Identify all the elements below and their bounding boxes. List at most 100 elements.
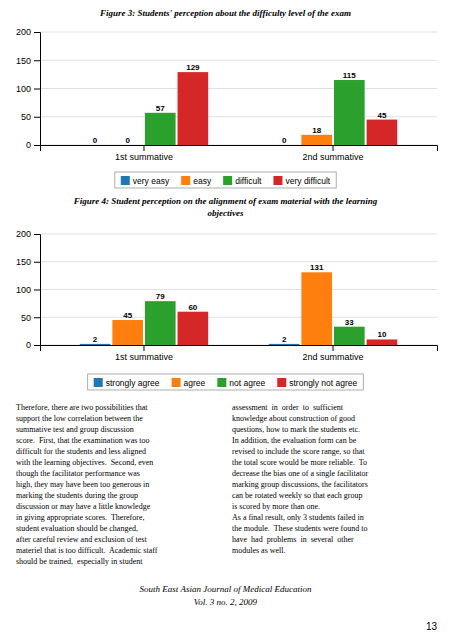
legend-item: strongly agree <box>94 378 160 388</box>
tick-mark <box>34 60 40 61</box>
y-tick: 0 <box>26 140 40 150</box>
text-line: assessment in order to sufficient <box>232 403 344 412</box>
grid-line <box>40 261 437 262</box>
chart: Figure 3: Students' perception about the… <box>16 8 438 188</box>
bar <box>145 301 176 345</box>
bar <box>334 327 365 345</box>
x-tick-label: 1st summative <box>115 152 173 162</box>
y-tick-label: 200 <box>16 27 31 37</box>
tick-mark <box>34 234 40 235</box>
y-axis: 050100150200 <box>16 27 41 150</box>
data-label: 10 <box>377 330 386 339</box>
y-tick: 0 <box>26 340 40 350</box>
bars <box>145 72 397 145</box>
grid-line <box>40 88 437 89</box>
grid <box>40 32 437 145</box>
text-line: difficult for the students and less alig… <box>16 447 146 456</box>
text-line: marking the students during the group <box>16 491 138 500</box>
bar <box>269 344 300 345</box>
grid-line <box>40 234 437 235</box>
grid-line <box>40 317 437 318</box>
data-labels: 224513179336010 <box>93 263 387 344</box>
data-label: 2 <box>93 335 98 344</box>
text-line: can be rotated weekly so that each group <box>232 491 362 500</box>
grid-line <box>40 32 437 33</box>
legend-label: easy <box>193 176 212 186</box>
text-line: Therefore, there are two possibilities t… <box>16 403 148 412</box>
legend-label: strongly agree <box>106 378 160 388</box>
page-number: 13 <box>426 621 438 632</box>
text-line: revised to include the score range, so t… <box>232 447 365 456</box>
y-tick: 200 <box>16 27 40 37</box>
text-line: score. First, that the examination was t… <box>16 436 150 445</box>
legend-label: agree <box>184 378 206 388</box>
legend-swatch <box>94 378 103 387</box>
title-line: Figure 4: Student perception on the alig… <box>73 196 378 206</box>
legend-label: strongly not agree <box>289 378 357 388</box>
tick-mark <box>34 262 40 263</box>
bar <box>145 113 176 145</box>
data-label: 131 <box>310 263 324 272</box>
data-label: 0 <box>93 136 98 145</box>
axis-line <box>34 235 41 346</box>
bar <box>367 339 398 345</box>
legend-item: difficult <box>223 176 262 186</box>
axis-line <box>34 33 41 146</box>
x-tick: 1st summative <box>115 345 173 362</box>
legend-item: agree <box>172 378 206 388</box>
x-tick: 2nd summative <box>303 345 364 362</box>
data-label: 45 <box>123 311 132 320</box>
text-line: Vol. 3 no. 2, 2009 <box>194 597 258 607</box>
text-line: support the low correlation between the <box>16 414 143 423</box>
legend-label: very easy <box>133 176 170 186</box>
bar <box>178 72 209 145</box>
y-tick: 150 <box>16 257 40 267</box>
bar <box>112 320 143 345</box>
text-line: discussion or may have a little knowledg… <box>16 502 151 511</box>
x-axis: 1st summative2nd summative <box>41 145 438 162</box>
data-label: 0 <box>125 136 130 145</box>
text-line: though the facilitator performance was <box>16 469 140 478</box>
axis-line <box>41 346 438 352</box>
data-label: 57 <box>156 104 165 113</box>
body-text: assessment in order to sufficientknowled… <box>232 403 368 555</box>
legend-swatch <box>181 176 190 185</box>
legend-swatch <box>223 176 232 185</box>
y-tick-label: 200 <box>16 229 31 239</box>
tick-mark <box>143 345 144 351</box>
bar <box>334 80 365 145</box>
grid <box>40 234 437 345</box>
legend-label: not agree <box>229 378 265 388</box>
y-tick: 50 <box>21 112 40 122</box>
tick-mark <box>333 145 334 151</box>
grid-line <box>40 289 437 290</box>
text-line: In addition, the evaluation form can be <box>232 436 357 445</box>
x-tick: 1st summative <box>115 145 173 162</box>
tick-mark <box>34 345 40 346</box>
legend-swatch <box>172 378 181 387</box>
tick-mark <box>333 345 334 351</box>
y-tick-label: 50 <box>21 112 31 122</box>
title-line: Figure 3: Students' perception about the… <box>99 8 351 18</box>
x-tick-label: 2nd summative <box>303 352 364 362</box>
text-line: modules as well. <box>232 546 286 555</box>
text-line: the module. These students were found to <box>232 524 367 533</box>
x-tick-label: 1st summative <box>115 352 173 362</box>
y-tick-label: 50 <box>21 313 31 323</box>
text-line: materiel that is too difficult. Academic… <box>16 546 158 555</box>
text-line: have had problems in several other <box>232 535 354 544</box>
data-label: 129 <box>186 63 200 72</box>
bar <box>301 135 332 145</box>
legend-swatch <box>277 378 286 387</box>
legend-item: easy <box>181 176 212 186</box>
tick-mark <box>34 290 40 291</box>
bar <box>80 344 111 345</box>
legend-item: not agree <box>217 378 265 388</box>
y-axis: 050100150200 <box>16 229 41 350</box>
tick-mark <box>143 145 144 151</box>
text-line: As a final result, only 3 students faile… <box>232 513 364 522</box>
legend-label: difficult <box>235 176 262 186</box>
legend: strongly agree agree not agree strongly not… <box>88 374 364 390</box>
data-label: 2 <box>282 335 287 344</box>
legend-swatch <box>273 176 282 185</box>
